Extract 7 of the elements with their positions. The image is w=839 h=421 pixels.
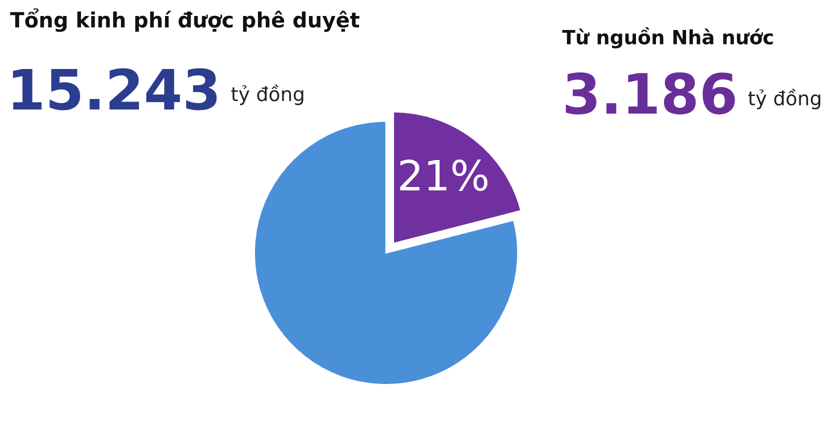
chart-title: Tổng kinh phí được phê duyệt — [10, 8, 360, 32]
text: tỷ đồng — [748, 88, 820, 110]
data-label: 21% — [400, 160, 488, 192]
text: tỷ đồng — [231, 84, 304, 106]
text: Từ nguồn Nhà nước — [562, 27, 773, 48]
text: 3.186 — [566, 72, 735, 114]
text: 15.243 — [12, 68, 217, 110]
